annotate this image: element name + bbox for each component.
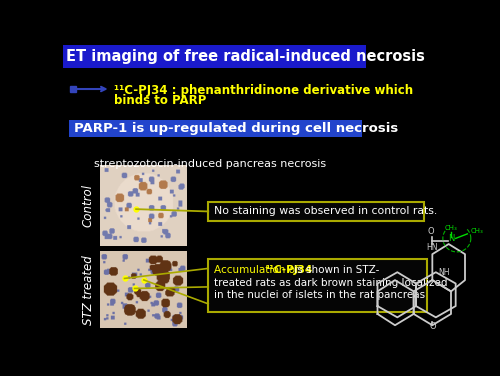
Text: Control: Control: [82, 184, 94, 227]
Text: PARP-1 is up-regulated during cell necrosis: PARP-1 is up-regulated during cell necro…: [74, 122, 398, 135]
Text: ¹¹C-PJ34 : phenanthridinone derivative which: ¹¹C-PJ34 : phenanthridinone derivative w…: [114, 83, 413, 97]
Text: HN: HN: [426, 243, 438, 252]
Text: O: O: [429, 321, 436, 331]
Text: in the nuclei of islets in the rat pancreas: in the nuclei of islets in the rat pancr…: [214, 290, 425, 300]
Text: CH₃: CH₃: [444, 226, 458, 232]
Text: binds to PARP: binds to PARP: [114, 94, 206, 107]
Bar: [68, 120, 362, 137]
Text: Accumulation of: Accumulation of: [214, 265, 302, 275]
Text: STZ treated: STZ treated: [82, 255, 94, 325]
Text: is shown in STZ-: is shown in STZ-: [291, 265, 379, 275]
Bar: [208, 202, 424, 221]
Text: O: O: [428, 227, 434, 236]
Text: streptozotocin-induced pancreas necrosis: streptozotocin-induced pancreas necrosis: [94, 159, 326, 169]
Text: CH₃: CH₃: [471, 228, 484, 234]
Text: NH: NH: [438, 268, 450, 277]
Text: treated rats as dark brown staining localized: treated rats as dark brown staining loca…: [214, 277, 447, 288]
Bar: [62, 45, 366, 68]
Text: N: N: [448, 233, 454, 243]
Bar: [208, 259, 427, 312]
Text: ET imaging of free radical-induced necrosis: ET imaging of free radical-induced necro…: [66, 49, 424, 64]
Text: No staining was observed in control rats.: No staining was observed in control rats…: [214, 206, 437, 217]
Text: ¹¹C-PJ34: ¹¹C-PJ34: [265, 265, 312, 275]
